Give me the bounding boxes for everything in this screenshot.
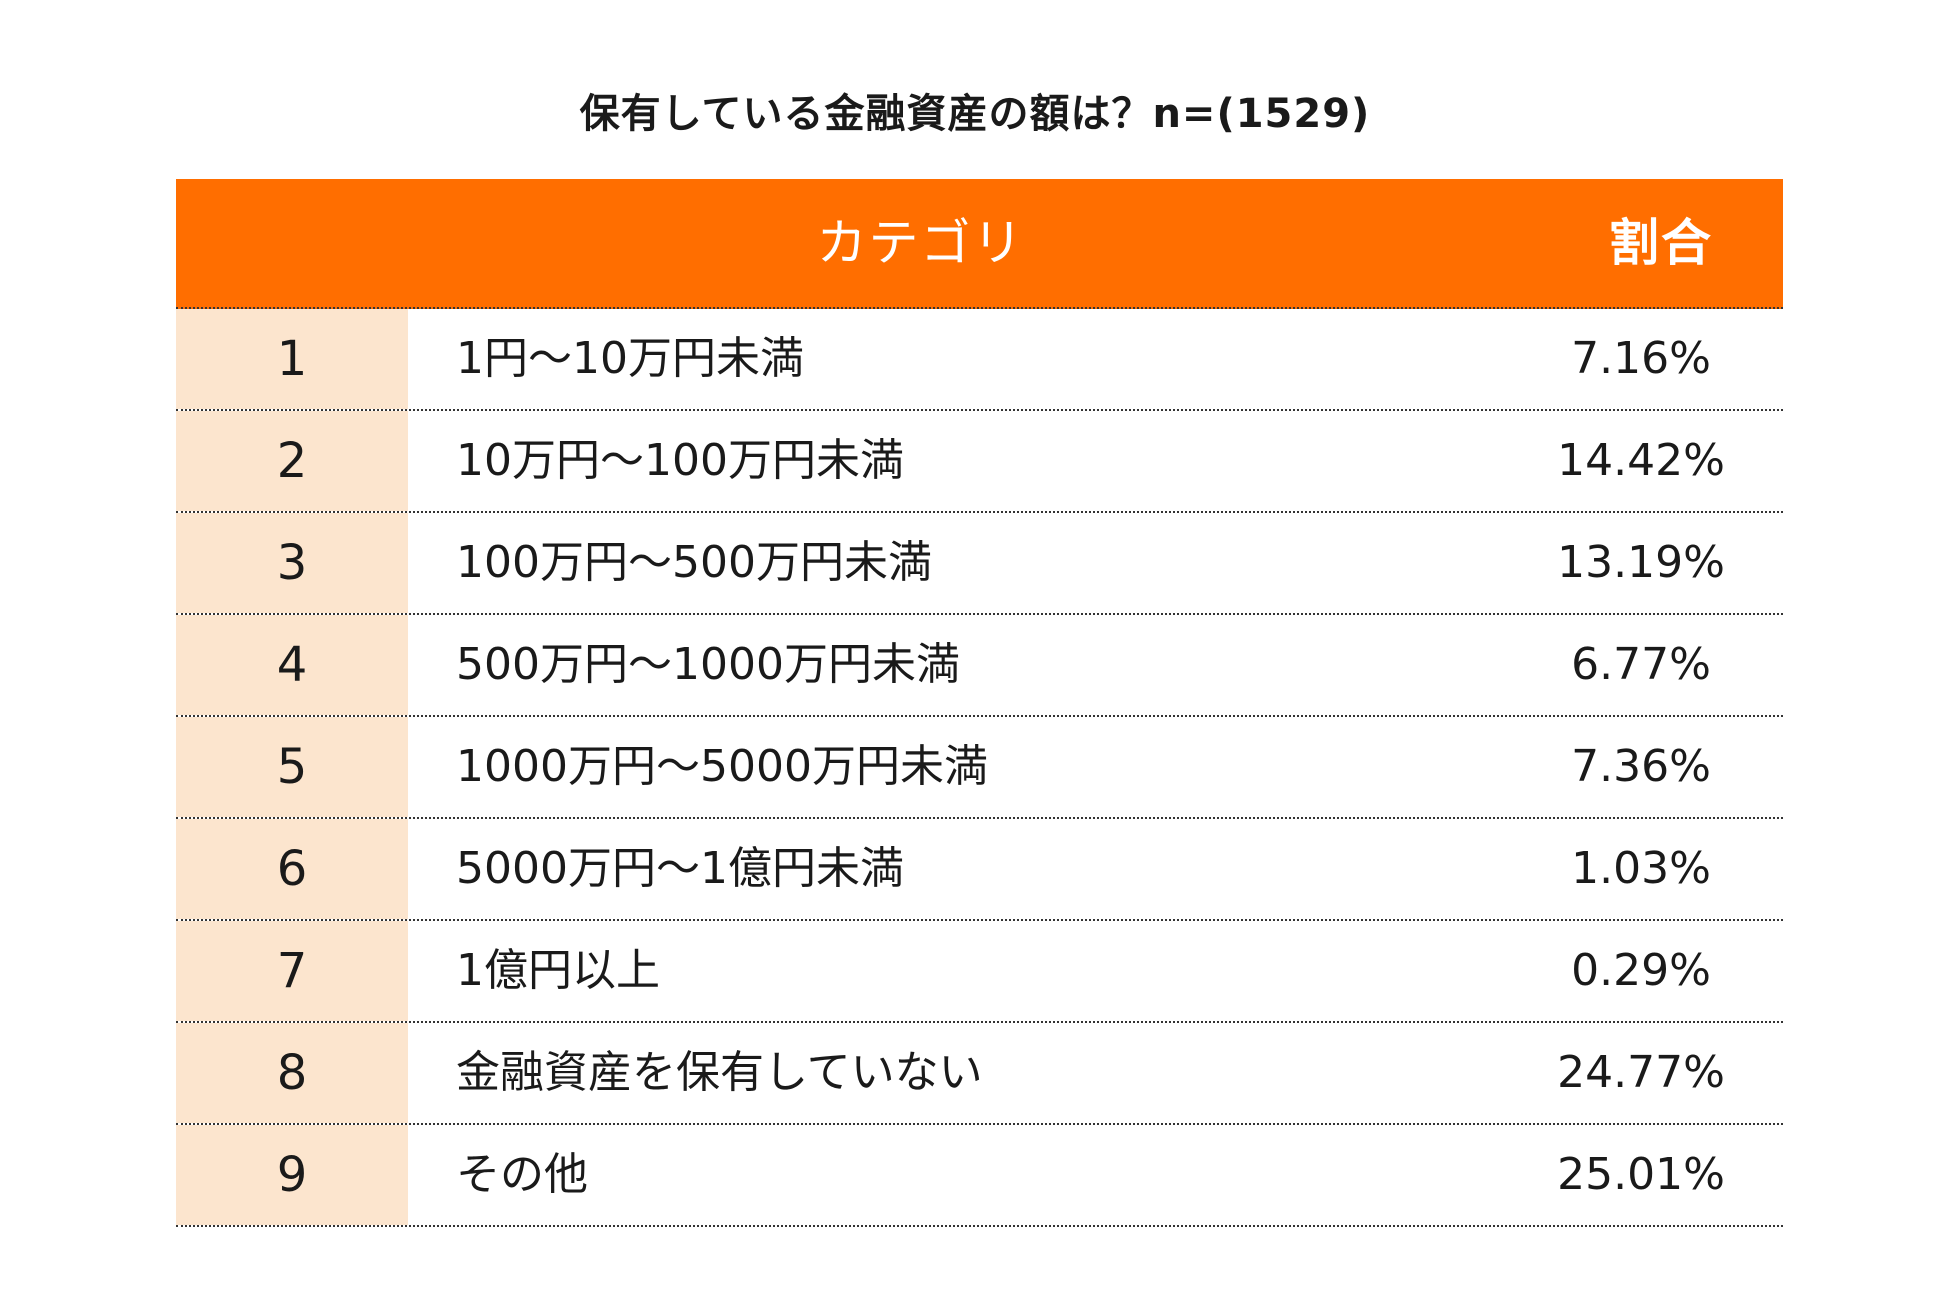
table-header: カテゴリ 割合	[176, 179, 1783, 309]
table-row: 2 10万円〜100万円未満 14.42%	[176, 411, 1783, 513]
row-ratio: 6.77%	[1571, 639, 1711, 690]
row-ratio: 14.42%	[1557, 435, 1725, 486]
header-ratio: 割合	[1609, 214, 1713, 272]
table-row: 6 5000万円〜1億円未満 1.03%	[176, 819, 1783, 921]
row-rank: 9	[176, 1125, 408, 1225]
row-rank: 8	[176, 1023, 408, 1123]
row-category: 10万円〜100万円未満	[456, 435, 904, 486]
row-category: その他	[456, 1149, 588, 1200]
table-row: 7 1億円以上 0.29%	[176, 921, 1783, 1023]
row-ratio: 24.77%	[1557, 1047, 1725, 1098]
table-row: 1 1円〜10万円未満 7.16%	[176, 309, 1783, 411]
row-rank: 2	[176, 411, 408, 511]
row-category: 500万円〜1000万円未満	[456, 639, 960, 690]
row-rank: 1	[176, 309, 408, 409]
row-rank: 7	[176, 921, 408, 1021]
row-category: 金融資産を保有していない	[456, 1047, 983, 1098]
row-ratio: 13.19%	[1557, 537, 1725, 588]
row-rank: 6	[176, 819, 408, 919]
row-category: 1000万円〜5000万円未満	[456, 741, 988, 792]
row-rank: 4	[176, 615, 408, 715]
row-category: 1円〜10万円未満	[456, 333, 804, 384]
table-row: 9 その他 25.01%	[176, 1125, 1783, 1227]
row-category: 5000万円〜1億円未満	[456, 843, 904, 894]
row-ratio: 25.01%	[1557, 1149, 1725, 1200]
row-ratio: 7.16%	[1571, 333, 1711, 384]
row-category: 1億円以上	[456, 945, 660, 996]
row-rank: 3	[176, 513, 408, 613]
data-table: カテゴリ 割合 1 1円〜10万円未満 7.16% 2 10万円〜100万円未満…	[176, 179, 1783, 1227]
row-ratio: 7.36%	[1571, 741, 1711, 792]
header-category: カテゴリ	[816, 214, 1025, 272]
table-row: 8 金融資産を保有していない 24.77%	[176, 1023, 1783, 1125]
table-row: 4 500万円〜1000万円未満 6.77%	[176, 615, 1783, 717]
table-row: 5 1000万円〜5000万円未満 7.36%	[176, 717, 1783, 819]
chart-title: 保有している金融資産の額は？n=(1529)	[579, 91, 1371, 137]
row-ratio: 0.29%	[1571, 945, 1711, 996]
row-rank: 5	[176, 717, 408, 817]
row-category: 100万円〜500万円未満	[456, 537, 932, 588]
table-row: 3 100万円〜500万円未満 13.19%	[176, 513, 1783, 615]
row-ratio: 1.03%	[1571, 843, 1711, 894]
